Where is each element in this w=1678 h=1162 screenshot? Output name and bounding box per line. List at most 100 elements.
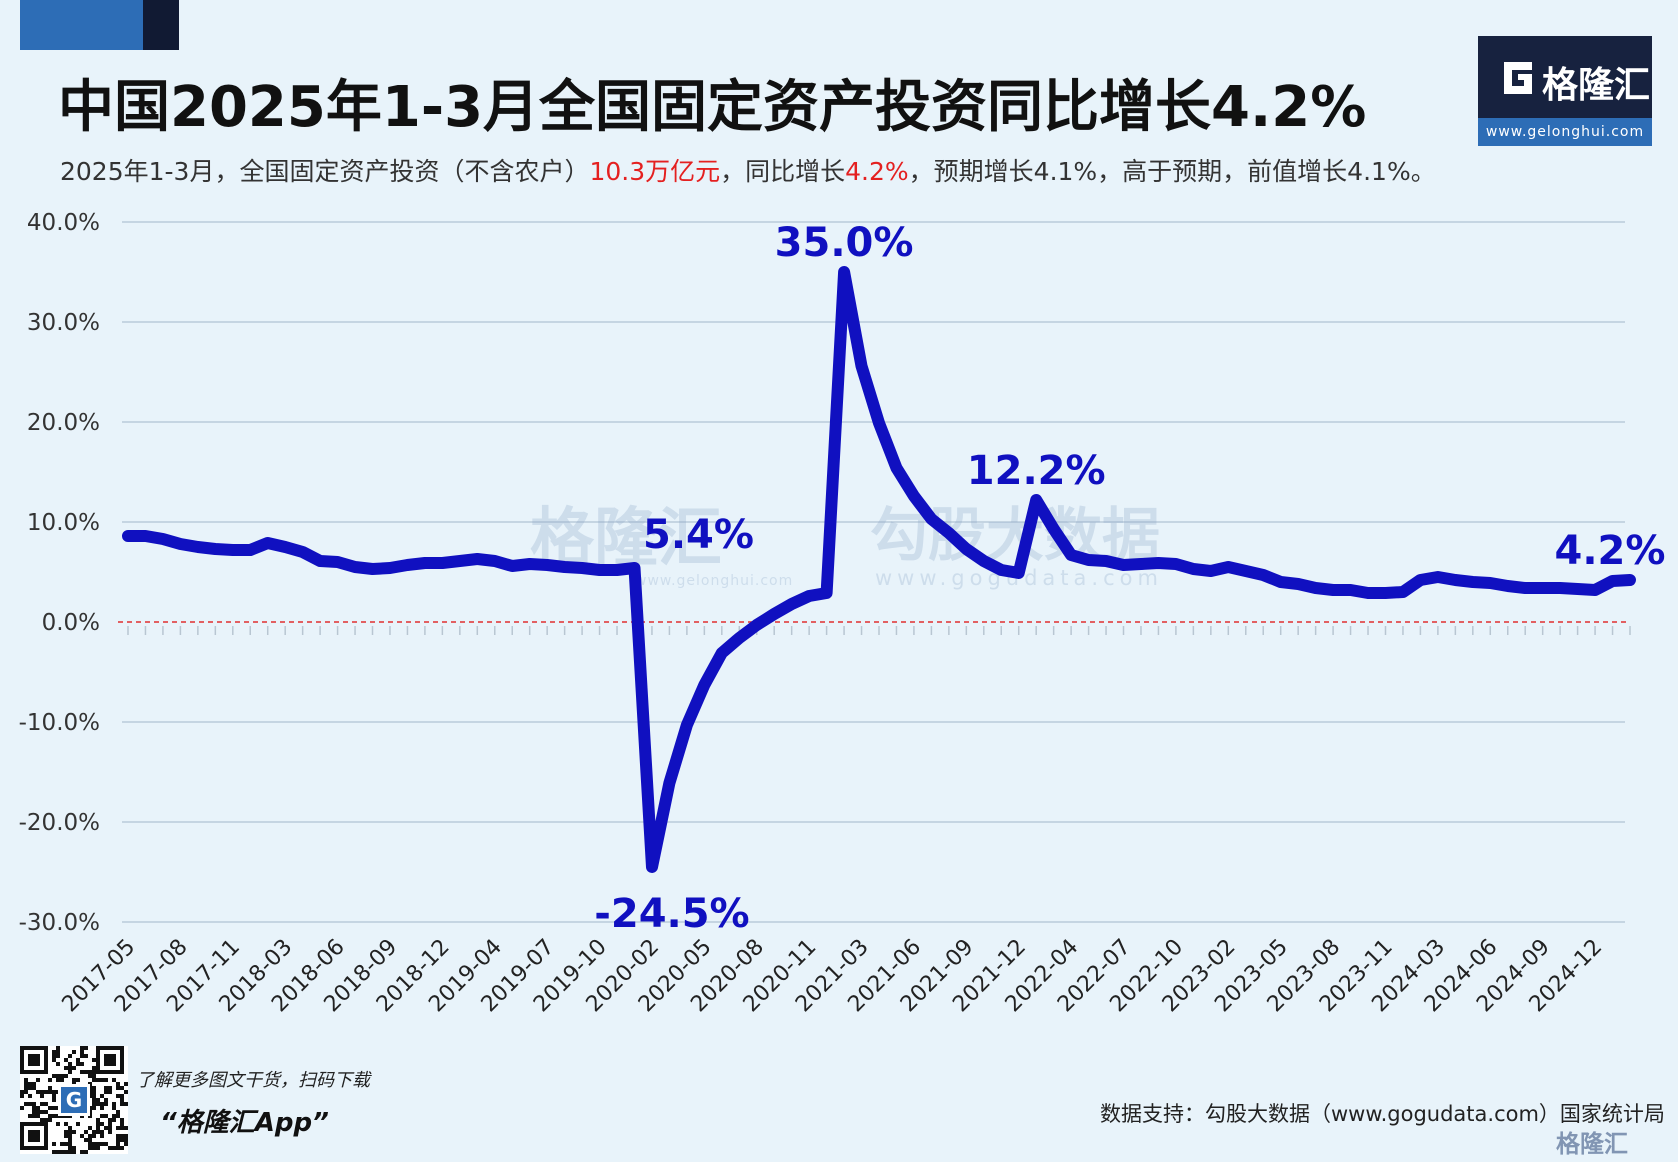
qr-module — [80, 1114, 84, 1118]
qr-module — [28, 1102, 32, 1106]
qr-module — [64, 1114, 68, 1118]
qr-module — [56, 1062, 60, 1066]
qr-module — [88, 1070, 92, 1074]
qr-module — [88, 1114, 92, 1118]
qr-module — [60, 1074, 64, 1078]
header-accent-bar — [20, 0, 143, 50]
qr-finder — [20, 1122, 48, 1150]
header-accent-bar-dark — [143, 0, 179, 50]
qr-module — [116, 1146, 120, 1150]
qr-finder-core — [104, 1054, 116, 1066]
qr-module — [116, 1086, 120, 1090]
qr-module — [56, 1078, 60, 1082]
qr-module — [120, 1118, 124, 1122]
qr-module — [36, 1110, 40, 1114]
qr-module — [52, 1098, 56, 1102]
qr-module — [56, 1114, 60, 1118]
qr-module — [112, 1078, 116, 1082]
qr-module — [100, 1094, 104, 1098]
qr-module — [92, 1106, 96, 1110]
qr-module — [48, 1078, 52, 1082]
qr-module — [96, 1098, 100, 1102]
qr-module — [52, 1114, 56, 1118]
qr-module — [56, 1122, 60, 1126]
qr-logo-icon: G — [58, 1084, 90, 1116]
y-axis-ticks: 40.0% 30.0% 20.0% 10.0% 0.0% -10.0% -20.0% -30.… — [19, 210, 100, 936]
subtitle-highlight: 10.3万亿元 — [589, 157, 721, 186]
qr-module — [100, 1130, 104, 1134]
qr-module — [52, 1142, 56, 1146]
qr-module — [104, 1142, 108, 1146]
qr-module — [68, 1130, 72, 1134]
qr-module — [40, 1118, 44, 1122]
qr-module — [116, 1110, 120, 1114]
qr-module — [28, 1094, 32, 1098]
qr-module — [60, 1114, 64, 1118]
qr-module — [48, 1118, 52, 1122]
data-labels: 5.4% -24.5% 35.0% 12.2% 4.2% — [594, 220, 1665, 937]
qr-module — [44, 1102, 48, 1106]
qr-finder — [20, 1046, 48, 1074]
qr-module — [64, 1074, 68, 1078]
qr-module — [64, 1134, 68, 1138]
qr-module — [36, 1106, 40, 1110]
gridlines — [122, 221, 1625, 923]
footer-brand-watermark: 格隆汇 — [1556, 1130, 1628, 1158]
x-axis-ticks: 2017-052017-082017-112018-032018-062018-… — [58, 935, 1608, 1018]
y-tick-label: 40.0% — [27, 210, 100, 236]
qr-code[interactable]: G — [20, 1046, 128, 1154]
qr-module — [92, 1090, 96, 1094]
qr-module — [68, 1054, 72, 1058]
qr-module — [64, 1150, 68, 1154]
qr-module — [108, 1086, 112, 1090]
logo-g-icon — [1504, 62, 1532, 94]
footer-app-name: “格隆汇App” — [160, 1108, 329, 1138]
qr-module — [88, 1138, 92, 1142]
qr-module — [56, 1150, 60, 1154]
qr-module — [68, 1134, 72, 1138]
qr-module — [92, 1130, 96, 1134]
series-lines — [122, 266, 1636, 873]
qr-module — [88, 1142, 92, 1146]
qr-module — [80, 1150, 84, 1154]
qr-module — [68, 1070, 72, 1074]
qr-module — [116, 1114, 120, 1118]
qr-module — [88, 1134, 92, 1138]
qr-finder — [96, 1046, 124, 1074]
qr-module — [84, 1138, 88, 1142]
qr-module — [120, 1126, 124, 1130]
qr-module — [72, 1078, 76, 1082]
qr-module — [100, 1102, 104, 1106]
qr-module — [68, 1126, 72, 1130]
qr-module — [92, 1102, 96, 1106]
data-label: 35.0% — [775, 220, 914, 266]
y-tick-label: -30.0% — [19, 910, 100, 936]
footer-tip: 了解更多图文干货，扫码下载 — [136, 1070, 370, 1091]
qr-module — [104, 1126, 108, 1130]
qr-module — [112, 1146, 116, 1150]
qr-module — [92, 1098, 96, 1102]
zero-line — [118, 621, 1631, 635]
qr-module — [84, 1070, 88, 1074]
qr-module — [92, 1094, 96, 1098]
qr-module — [76, 1122, 80, 1126]
qr-module — [120, 1098, 124, 1102]
qr-module — [104, 1102, 108, 1106]
qr-module — [120, 1102, 124, 1106]
qr-module — [112, 1114, 116, 1118]
qr-module — [32, 1106, 36, 1110]
qr-module — [88, 1126, 92, 1130]
chart-subtitle: 2025年1-3月，全国固定资产投资（不含农户）10.3万亿元，同比增长4.2%… — [60, 152, 1436, 188]
subtitle-highlight: 4.2% — [845, 157, 909, 186]
qr-module — [80, 1070, 84, 1074]
qr-module — [44, 1090, 48, 1094]
qr-module — [116, 1082, 120, 1086]
qr-module — [88, 1082, 92, 1086]
qr-module — [40, 1102, 44, 1106]
data-label: 4.2% — [1555, 528, 1666, 574]
qr-module — [124, 1142, 128, 1146]
gelonghui-logo: 格隆汇 www.gelonghui.com — [1478, 36, 1652, 146]
qr-module — [44, 1118, 48, 1122]
qr-module — [92, 1134, 96, 1138]
qr-module — [52, 1058, 56, 1062]
